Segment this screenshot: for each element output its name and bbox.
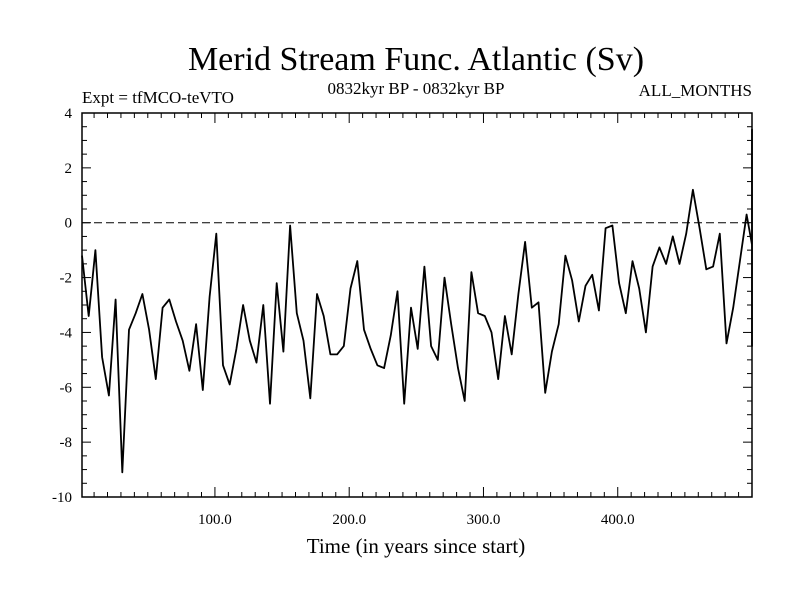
y-tick-label: -2 [60, 271, 73, 287]
x-tick-label: 200.0 [332, 512, 366, 528]
y-tick-label: 4 [65, 106, 73, 122]
months-label: ALL_MONTHS [639, 81, 752, 100]
plot-frame [81, 112, 753, 498]
x-tick-label: 400.0 [601, 512, 635, 528]
chart-title: Merid Stream Func. Atlantic (Sv) [188, 41, 644, 78]
y-tick-label: -4 [60, 325, 73, 341]
y-tick-label: -8 [60, 435, 73, 451]
data-series-line-0 [81, 128, 753, 474]
x-tick-label: 100.0 [198, 512, 232, 528]
experiment-label: Expt = tfMCO-teVTO [82, 88, 234, 107]
y-tick-label: 2 [65, 161, 73, 177]
y-tick-label: -6 [60, 380, 73, 396]
x-tick-label: 300.0 [467, 512, 501, 528]
x-axis-label: Time (in years since start) [307, 534, 526, 558]
time-range-label: 0832kyr BP - 0832kyr BP [328, 79, 505, 98]
y-tick-label: 0 [65, 216, 73, 232]
y-tick-label: -10 [52, 490, 72, 506]
plot-area: -10 -8 -6 -4 -2 0 2 4 100.0 200.0 300.0 400.0 [52, 106, 753, 528]
